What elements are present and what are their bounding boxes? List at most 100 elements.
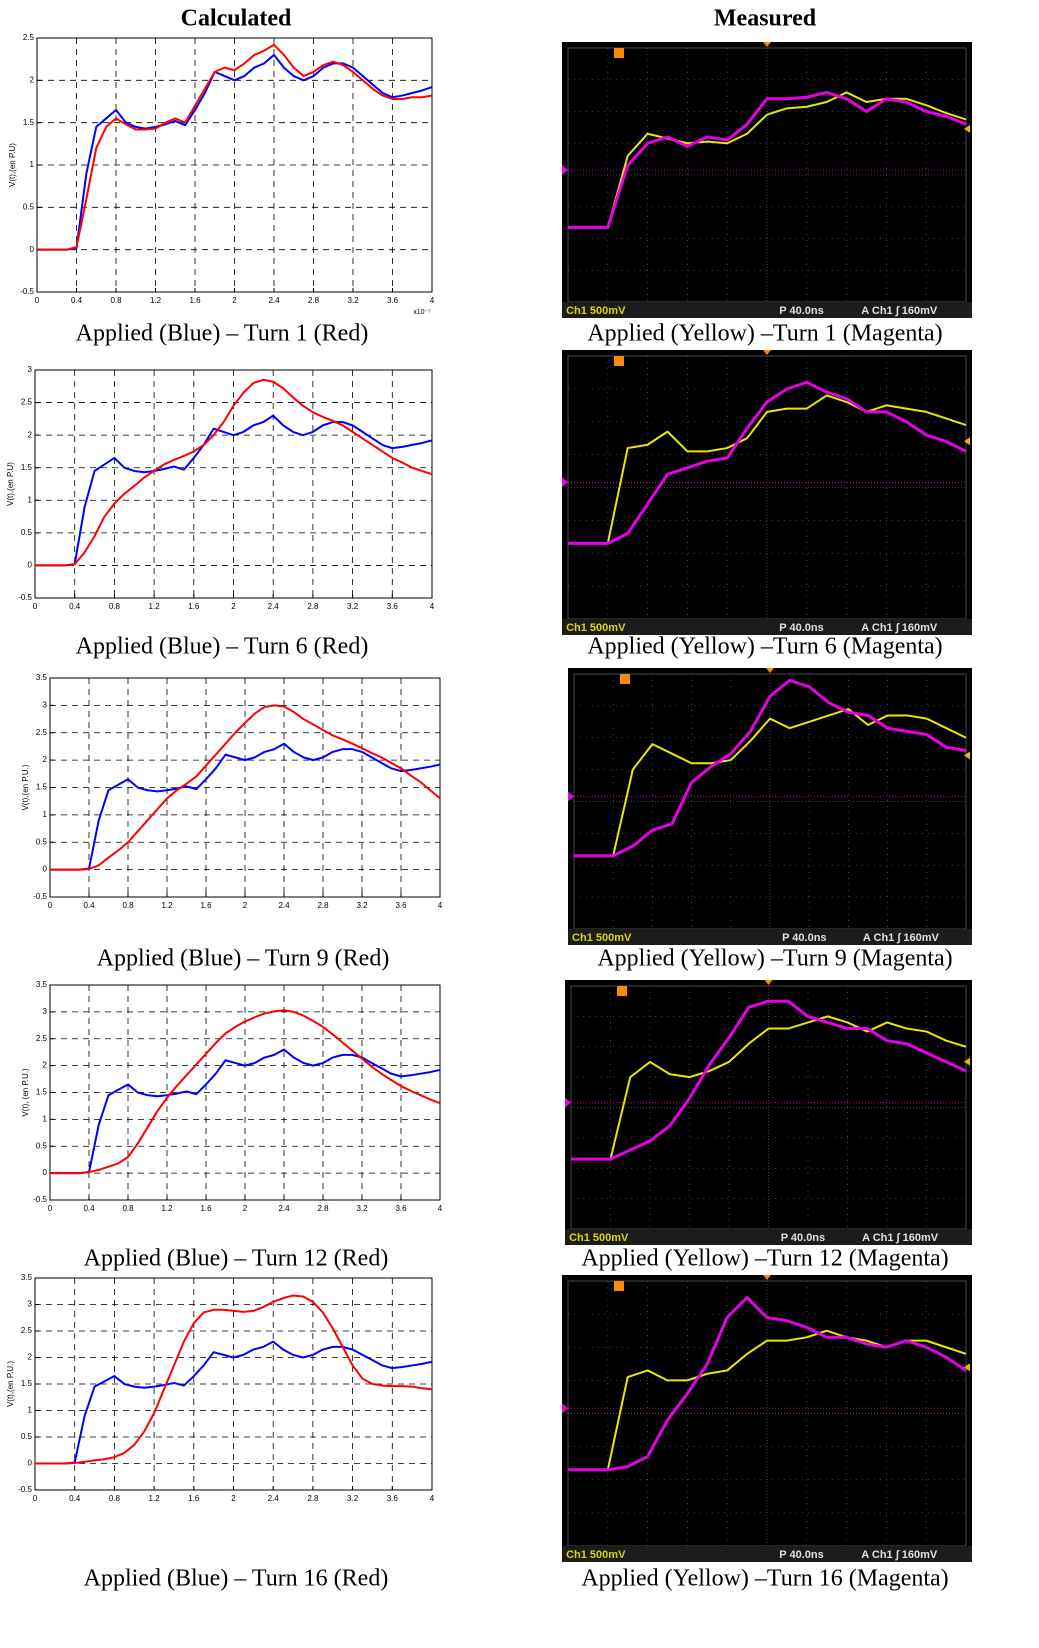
y-tick-label: 1.5 — [36, 783, 48, 792]
status-text: Ch1 500mV — [572, 932, 632, 944]
status-text: Ch1 500mV — [566, 622, 626, 634]
y-tick-label: 1 — [28, 495, 33, 504]
x-tick-label: 0.4 — [83, 1204, 95, 1213]
x-tick-label: 4 — [438, 901, 443, 910]
y-tick-label: 0.5 — [23, 202, 35, 211]
y-tick-label: 3.5 — [36, 673, 48, 682]
trigger-icon — [614, 1281, 624, 1291]
status-text: Ch1 500mV — [569, 1232, 629, 1244]
y-tick-label: 0.5 — [36, 837, 48, 846]
y-tick-label: 3 — [43, 1007, 48, 1016]
x-tick-label: 1.2 — [161, 1204, 173, 1213]
caption: Applied (Yellow) –Turn 9 (Magenta) — [597, 946, 952, 972]
caption: Applied (Blue) – Turn 12 (Red) — [84, 1246, 389, 1272]
x-tick-label: 1.2 — [161, 901, 173, 910]
y-tick-label: 3 — [28, 365, 33, 374]
x-tick-label: 2.8 — [308, 296, 320, 305]
y-tick-label: 1.5 — [21, 463, 33, 472]
caption: Applied (Blue) – Turn 9 (Red) — [97, 946, 390, 972]
status-text: P 40.0ns — [782, 932, 826, 944]
x-tick-label: 3.2 — [347, 296, 359, 305]
caption: Applied (Yellow) –Turn 1 (Magenta) — [587, 321, 942, 347]
x-tick-label: 1.2 — [149, 602, 161, 611]
status-text: A Ch1 ∫ 160mV — [863, 932, 940, 944]
y-tick-label: 2 — [28, 1353, 33, 1362]
x-tick-label: 4 — [438, 1204, 443, 1213]
y-tick-label: 0 — [30, 245, 35, 254]
x-tick-label: 0.8 — [122, 1204, 134, 1213]
x-tick-label: 2.8 — [317, 901, 329, 910]
status-text: P 40.0ns — [779, 305, 823, 317]
y-tick-label: -0.5 — [33, 892, 47, 901]
y-tick-label: 3.5 — [36, 980, 48, 989]
y-tick-label: 2 — [43, 755, 48, 764]
x-tick-label: 1.6 — [188, 1494, 200, 1503]
x-tick-label: 0 — [33, 1494, 38, 1503]
x-tick-label: 2.8 — [307, 1494, 319, 1503]
y-tick-label: 0 — [28, 1459, 33, 1468]
y-tick-label: 3.5 — [21, 1273, 33, 1282]
trigger-icon — [614, 356, 624, 366]
x-tick-label: 0.4 — [69, 602, 81, 611]
y-tick-label: 3 — [43, 700, 48, 709]
x-tick-label: 3.6 — [395, 901, 407, 910]
status-text: P 40.0ns — [781, 1232, 825, 1244]
x-tick-label: 2.4 — [268, 296, 280, 305]
y-tick-label: 2.5 — [21, 1326, 33, 1335]
x-tick-label: 3.6 — [395, 1204, 407, 1213]
x-tick-label: 2 — [232, 296, 237, 305]
x-tick-label: 2 — [243, 901, 248, 910]
y-tick-label: -0.5 — [33, 1195, 47, 1204]
status-text: P 40.0ns — [779, 622, 823, 634]
caption: Applied (Blue) – Turn 1 (Red) — [76, 321, 369, 347]
column-title: Calculated — [181, 6, 292, 32]
trigger-icon — [617, 986, 627, 996]
y-tick-label: 2 — [30, 75, 35, 84]
x-tick-label: 0 — [48, 1204, 53, 1213]
x-tick-label: 2 — [231, 1494, 236, 1503]
x-tick-label: 0 — [35, 296, 40, 305]
y-tick-label: 2 — [28, 430, 33, 439]
x-tick-label: 3.2 — [347, 1494, 359, 1503]
status-text: P 40.0ns — [779, 1549, 823, 1561]
y-tick-label: 1.5 — [23, 118, 35, 127]
status-text: A Ch1 ∫ 160mV — [861, 622, 938, 634]
caption: Applied (Yellow) –Turn 12 (Magenta) — [581, 1246, 948, 1272]
x-tick-label: 4 — [430, 602, 435, 611]
y-tick-label: 2.5 — [36, 728, 48, 737]
x-tick-label: 1.2 — [149, 1494, 161, 1503]
y-axis-label: V(t),(en P.U) — [6, 462, 15, 506]
y-tick-label: 1 — [30, 160, 35, 169]
x-tick-label: 1.2 — [150, 296, 162, 305]
y-tick-label: 0 — [43, 865, 48, 874]
y-tick-label: 0.5 — [21, 528, 33, 537]
y-tick-label: 0.5 — [36, 1141, 48, 1150]
x-tick-label: 3.6 — [387, 602, 399, 611]
y-tick-label: 0 — [28, 561, 33, 570]
status-text: Ch1 500mV — [566, 305, 626, 317]
y-tick-label: -0.5 — [20, 287, 34, 296]
x-tick-label: 4 — [430, 1494, 435, 1503]
status-text: A Ch1 ∫ 160mV — [861, 1549, 938, 1561]
y-axis-label: V(t), (en P.U.) — [21, 1068, 30, 1117]
y-tick-label: 0 — [43, 1168, 48, 1177]
y-tick-label: 1.5 — [36, 1088, 48, 1097]
x-tick-label: 3.6 — [387, 1494, 399, 1503]
x-tick-label: 0 — [33, 602, 38, 611]
y-tick-label: 2.5 — [36, 1034, 48, 1043]
x-tick-label: 0.8 — [110, 296, 122, 305]
y-tick-label: 3 — [28, 1300, 33, 1309]
x-tick-label: 2 — [243, 1204, 248, 1213]
x-tick-label: 0.4 — [69, 1494, 81, 1503]
x-tick-label: 3.2 — [347, 602, 359, 611]
y-tick-label: 0.5 — [21, 1432, 33, 1441]
y-tick-label: 1 — [43, 1114, 48, 1123]
x-tick-label: 3.2 — [356, 1204, 368, 1213]
x-tick-label: 0.4 — [71, 296, 83, 305]
column-title: Measured — [714, 6, 817, 32]
trigger-icon — [614, 48, 624, 58]
x-tick-label: 0.8 — [109, 602, 121, 611]
y-tick-label: 2.5 — [23, 33, 35, 42]
x-tick-label: 1.6 — [189, 296, 201, 305]
x-tick-label: 2.4 — [278, 901, 290, 910]
